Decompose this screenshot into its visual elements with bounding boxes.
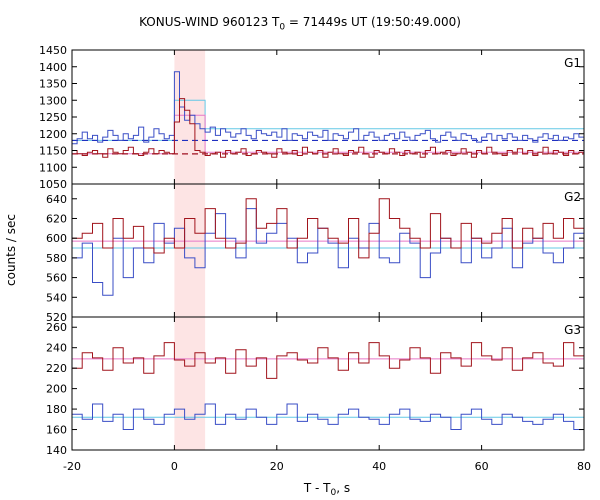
g1-red-series <box>72 98 584 158</box>
g1-ytick-label: 1050 <box>39 178 67 191</box>
g1-ytick-label: 1250 <box>39 111 67 124</box>
xtick-label: 0 <box>171 460 178 473</box>
g3-ytick-label: 200 <box>46 383 67 396</box>
data-layer <box>72 71 584 430</box>
g1-panel-label: G1 <box>564 56 581 70</box>
g2-panel-label: G2 <box>564 190 581 204</box>
xtick-label: 80 <box>577 460 591 473</box>
g1-ytick-label: 1350 <box>39 78 67 91</box>
g2-blue-series <box>72 208 584 296</box>
g3-ytick-label: 240 <box>46 342 67 355</box>
g3-red-series <box>72 342 584 379</box>
g1-ytick-label: 1100 <box>39 161 67 174</box>
g2-ytick-label: 640 <box>46 193 67 206</box>
axes-layer: 105011001150120012501300135014001450G152… <box>39 44 591 473</box>
xtick-label: 60 <box>475 460 489 473</box>
g2-ytick-label: 560 <box>46 272 67 285</box>
g3-panel-label: G3 <box>564 323 581 337</box>
g1-ytick-label: 1450 <box>39 44 67 57</box>
g2-ytick-label: 520 <box>46 311 67 324</box>
g2-ytick-label: 620 <box>46 212 67 225</box>
g3-ytick-label: 260 <box>46 321 67 334</box>
g2-ytick-label: 600 <box>46 232 67 245</box>
g1-blue-series <box>72 71 584 145</box>
g3-ytick-label: 220 <box>46 362 67 375</box>
g3-ytick-label: 160 <box>46 424 67 437</box>
xtick-label: 20 <box>270 460 284 473</box>
g1-ytick-label: 1200 <box>39 128 67 141</box>
g2-ytick-label: 580 <box>46 252 67 265</box>
y-axis-label: counts / sec <box>4 214 18 286</box>
g1-panel-frame <box>71 49 585 185</box>
x-axis-label: T - T0, s <box>303 481 350 498</box>
xtick-label: -20 <box>63 460 81 473</box>
g3-ytick-label: 180 <box>46 403 67 416</box>
g3-blue-series <box>72 403 584 430</box>
g1-ytick-label: 1400 <box>39 61 67 74</box>
g2-ytick-label: 540 <box>46 291 67 304</box>
g3-ytick-label: 140 <box>46 444 67 457</box>
g2-red-series <box>72 198 584 259</box>
g3-panel-frame <box>71 316 585 451</box>
xtick-label: 40 <box>372 460 386 473</box>
g1-ytick-label: 1150 <box>39 145 67 158</box>
g2-panel-frame <box>71 183 585 318</box>
chart-title: KONUS-WIND 960123 T0 = 71449s UT (19:50:… <box>139 15 461 33</box>
g1-ytick-label: 1300 <box>39 94 67 107</box>
